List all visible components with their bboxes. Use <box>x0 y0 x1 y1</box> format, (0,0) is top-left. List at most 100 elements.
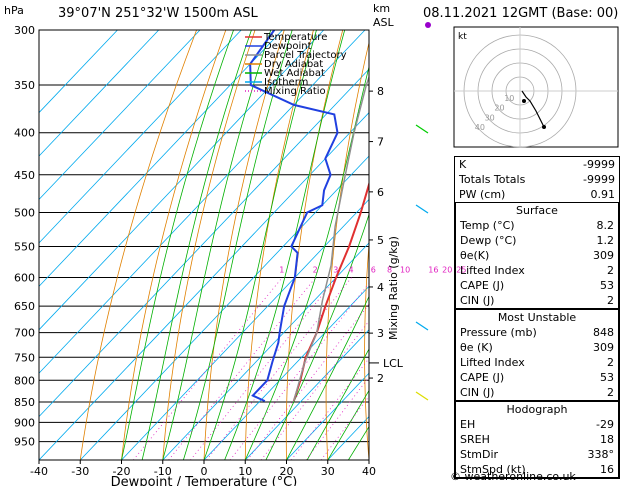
pressure-tick-label: 900 <box>14 416 35 429</box>
pressure-tick-label: 750 <box>14 351 35 364</box>
index-row: Totals Totals -9999 <box>455 172 619 187</box>
most-unstable-row: Lifted Index 2 <box>456 355 618 370</box>
surface-value: 2 <box>607 264 614 277</box>
most-unstable-value: 309 <box>593 341 614 354</box>
x-axis-label: Dewpoint / Temperature (°C) <box>111 475 298 486</box>
top-wind-marker-icon <box>425 22 431 28</box>
km-tick-label: 6 <box>377 186 384 199</box>
mixing-ratio-label: 8 <box>387 266 392 275</box>
pressure-tick-label: 850 <box>14 396 35 409</box>
hodograph-trace <box>521 90 545 128</box>
legend-entry: Temperature <box>263 32 327 43</box>
most-unstable-row: CAPE (J) 53 <box>456 370 618 385</box>
legend-entry: Wet Adiabat <box>264 68 325 79</box>
mixing-ratio-label: 25 <box>456 266 466 275</box>
most-unstable-label: Pressure (mb) <box>460 326 537 339</box>
mixing-ratio-line <box>168 277 316 460</box>
wind-barb-icon <box>415 321 429 331</box>
isotherm-line <box>39 30 118 114</box>
isotherm-line <box>39 30 283 287</box>
isotherm-line <box>39 30 325 331</box>
index-label: PW (cm) <box>459 188 506 201</box>
wet-adiabat <box>306 348 369 460</box>
x-tick-label: 10 <box>238 465 252 478</box>
surface-value: 309 <box>593 249 614 262</box>
hodograph-row: EH -29 <box>456 417 618 432</box>
km-tick-label: 3 <box>377 327 384 340</box>
most-unstable-row: Pressure (mb) 848 <box>456 325 618 340</box>
isotherm-line <box>121 198 369 460</box>
hodograph-value: 18 <box>600 433 614 446</box>
pressure-tick-label: 700 <box>14 327 35 340</box>
surface-row: Dewp (°C) 1.2 <box>456 233 618 248</box>
series-temperature <box>292 180 369 402</box>
x-tick-label: 20 <box>280 465 294 478</box>
mixing-ratio-label: 1 <box>279 266 284 275</box>
surface-row: θe(K) 309 <box>456 248 618 263</box>
km-tick-label: 2 <box>377 372 384 385</box>
pressure-tick-label: 650 <box>14 300 35 313</box>
pressure-tick-label: 350 <box>14 79 35 92</box>
wet-adiabat <box>203 30 317 460</box>
mixing-ratio-label: 3 <box>333 266 338 275</box>
x-tick-label: -20 <box>113 465 131 478</box>
index-label: Totals Totals <box>459 173 526 186</box>
km-tick-label: 8 <box>377 85 384 98</box>
hodograph-units: kt <box>458 32 467 42</box>
lcl-label: LCL <box>383 357 404 370</box>
surface-label: Dewp (°C) <box>460 234 517 247</box>
surface-row: CAPE (J) 53 <box>456 278 618 293</box>
hodograph-ring-label: 20 <box>494 104 504 113</box>
mixing-ratio-label: 4 <box>348 266 353 275</box>
hodograph-title: Hodograph <box>506 403 568 416</box>
copyright: © weatheronline.co.uk <box>450 470 576 483</box>
wet-adiabat <box>121 30 234 460</box>
datetime-label: 08.11.2021 12GMT (Base: 00) <box>423 6 619 21</box>
indices-table: K -9999 Totals Totals -9999 PW (cm) 0.91 Surf… <box>454 156 620 479</box>
most-unstable-label: θe (K) <box>460 341 493 354</box>
y-axis-label: hPa <box>4 4 24 17</box>
index-value: -9999 <box>583 158 615 171</box>
hodograph-row: StmSpd (kt) 16 <box>456 462 618 477</box>
hodograph-label: SREH <box>460 433 490 446</box>
hodograph-label: EH <box>460 418 476 431</box>
isotherm-line <box>39 112 369 460</box>
surface-label: Temp (°C) <box>460 219 515 232</box>
mixing-ratio-label: 20 <box>442 266 452 275</box>
most-unstable-value: 53 <box>600 371 614 384</box>
legend-entry: Parcel Trajectory <box>264 50 347 61</box>
mixing-ratio-line <box>290 357 369 460</box>
dry-adiabat <box>203 30 285 460</box>
pressure-tick-label: 300 <box>14 24 35 37</box>
dry-adiabat <box>162 30 256 460</box>
pressure-tick-label: 400 <box>14 127 35 140</box>
hodograph-ring-label: 10 <box>504 94 514 103</box>
km-tick-label: 5 <box>377 234 384 247</box>
mixing-ratio-line <box>305 376 369 460</box>
most-unstable-value: 2 <box>607 356 614 369</box>
isotherm-line <box>79 155 369 460</box>
series-parcel-trajectory <box>293 75 369 402</box>
surface-label: CIN (J) <box>460 294 495 307</box>
index-label: K <box>459 158 467 171</box>
km-axis-title: ASL <box>373 16 395 29</box>
isotherm-line <box>286 372 369 460</box>
wet-adiabat <box>327 389 369 460</box>
mixing-ratio-line <box>190 277 337 460</box>
x-tick-label: -10 <box>154 465 172 478</box>
index-row: PW (cm) 0.91 <box>455 187 619 202</box>
surface-value: 53 <box>600 279 614 292</box>
isotherm-line <box>39 68 369 418</box>
most-unstable-value: 2 <box>607 386 614 399</box>
pressure-tick-label: 450 <box>14 169 35 182</box>
pressure-tick-label: 950 <box>14 436 35 449</box>
km-tick-label: 4 <box>377 281 384 294</box>
legend-entry: Dewpoint <box>264 41 312 52</box>
series-dewpoint <box>249 30 339 403</box>
most-unstable-row: θe (K) 309 <box>456 340 618 355</box>
most-unstable-row: CIN (J) 2 <box>456 385 618 400</box>
mixing-ratio-label: 10 <box>400 266 410 275</box>
surface-label: Lifted Index <box>460 264 525 277</box>
wind-barb-icon <box>415 204 429 214</box>
surface-row: CIN (J) 2 <box>456 293 618 308</box>
